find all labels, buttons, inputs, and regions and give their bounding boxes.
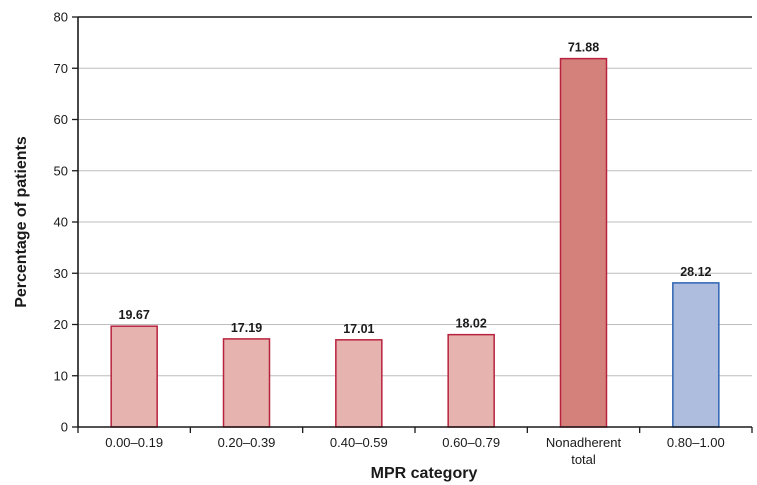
x-tick-label: 0.80–1.00 <box>667 435 725 450</box>
y-axis-title: Percentage of patients <box>13 136 30 308</box>
bar <box>559 57 608 428</box>
data-label: 17.01 <box>343 322 374 336</box>
x-tick-label: Nonadherent <box>546 435 622 450</box>
bar <box>672 282 720 428</box>
x-tick-label: 0.40–0.59 <box>330 435 388 450</box>
y-tick-label: 50 <box>54 163 68 178</box>
bars <box>110 57 720 428</box>
bar <box>335 339 383 428</box>
gridlines <box>78 16 752 377</box>
y-tick-label: 40 <box>54 215 68 230</box>
y-tick-label: 30 <box>54 266 68 281</box>
y-tick-label: 80 <box>54 10 68 25</box>
bar <box>222 338 271 428</box>
data-label: 17.19 <box>231 321 262 335</box>
bar <box>447 333 495 428</box>
data-label: 28.12 <box>680 265 711 279</box>
x-tick-label: 0.60–0.79 <box>442 435 500 450</box>
axes <box>72 16 753 433</box>
data-label: 18.02 <box>456 317 487 331</box>
y-tick-label: 0 <box>61 420 68 435</box>
data-label: 19.67 <box>119 308 150 322</box>
bar <box>110 325 158 428</box>
labels: 0 10 20 30 40 50 60 70 80 19.67 0.00–0.19 17.19 0.20… <box>54 10 725 468</box>
y-tick-label: 10 <box>54 368 68 383</box>
y-tick-label: 70 <box>54 61 68 76</box>
x-tick-label: 0.00–0.19 <box>105 435 163 450</box>
y-tick-label: 60 <box>54 112 68 127</box>
data-label: 71.88 <box>568 41 599 55</box>
x-tick-label: 0.20–0.39 <box>218 435 276 450</box>
x-axis-title: MPR category <box>371 465 478 482</box>
x-tick-label: total <box>571 452 596 467</box>
y-tick-label: 20 <box>54 317 68 332</box>
